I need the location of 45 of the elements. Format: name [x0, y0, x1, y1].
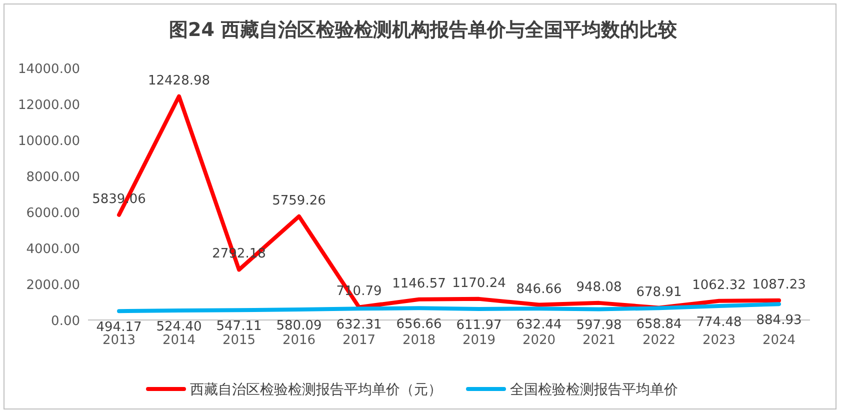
- data-label: 597.98: [576, 318, 622, 334]
- x-tick-label: 2017: [342, 333, 376, 348]
- data-label: 678.91: [636, 284, 682, 300]
- y-tick-label: 8000.00: [26, 170, 80, 185]
- x-tick-label: 2022: [642, 333, 676, 348]
- data-label: 632.44: [516, 318, 562, 333]
- data-label: 656.66: [396, 317, 442, 332]
- y-tick-label: 12000.00: [18, 98, 80, 113]
- y-tick-label: 2000.00: [26, 278, 80, 293]
- y-tick-label: 0.00: [51, 314, 80, 329]
- data-label: 494.17: [96, 320, 142, 336]
- y-tick-label: 4000.00: [26, 242, 80, 257]
- data-label: 524.40: [156, 320, 202, 335]
- chart-title: 图24 西藏自治区检验检测机构报告单价与全国平均数的比较: [168, 19, 678, 41]
- y-tick-label: 6000.00: [26, 206, 80, 221]
- x-tick-label: 2021: [582, 333, 616, 348]
- data-label: 1062.32: [692, 278, 746, 293]
- data-label: 1170.24: [452, 276, 506, 291]
- data-label: 884.93: [756, 313, 802, 328]
- x-tick-label: 2024: [762, 333, 796, 348]
- y-tick-label: 14000.00: [18, 62, 80, 77]
- data-label: 611.97: [456, 318, 502, 333]
- x-tick-label: 2013: [102, 333, 136, 348]
- data-label: 5759.26: [272, 193, 326, 208]
- y-tick-label: 10000.00: [18, 134, 80, 149]
- data-label: 774.48: [696, 315, 742, 330]
- x-tick-label: 2023: [702, 333, 736, 348]
- legend-label: 全国检验检测报告平均单价: [510, 382, 678, 398]
- x-tick-label: 2016: [282, 333, 316, 348]
- data-label: 580.09: [276, 318, 322, 334]
- data-label: 12428.98: [148, 73, 210, 88]
- legend-label: 西藏自治区检验检测报告平均单价（元）: [190, 382, 442, 398]
- data-label: 846.66: [516, 282, 562, 297]
- line-series: [117, 302, 781, 314]
- x-tick-label: 2020: [522, 333, 556, 348]
- data-label: 658.84: [636, 317, 682, 332]
- data-label: 948.08: [576, 280, 622, 295]
- data-label: 547.11: [216, 319, 262, 334]
- data-label: 1146.57: [392, 276, 446, 292]
- x-tick-label: 2019: [462, 333, 496, 348]
- x-tick-label: 2018: [402, 333, 436, 348]
- data-label: 632.31: [336, 318, 382, 333]
- x-tick-label: 2015: [222, 333, 256, 348]
- data-label: 1087.23: [752, 277, 806, 292]
- x-tick-label: 2014: [162, 333, 196, 348]
